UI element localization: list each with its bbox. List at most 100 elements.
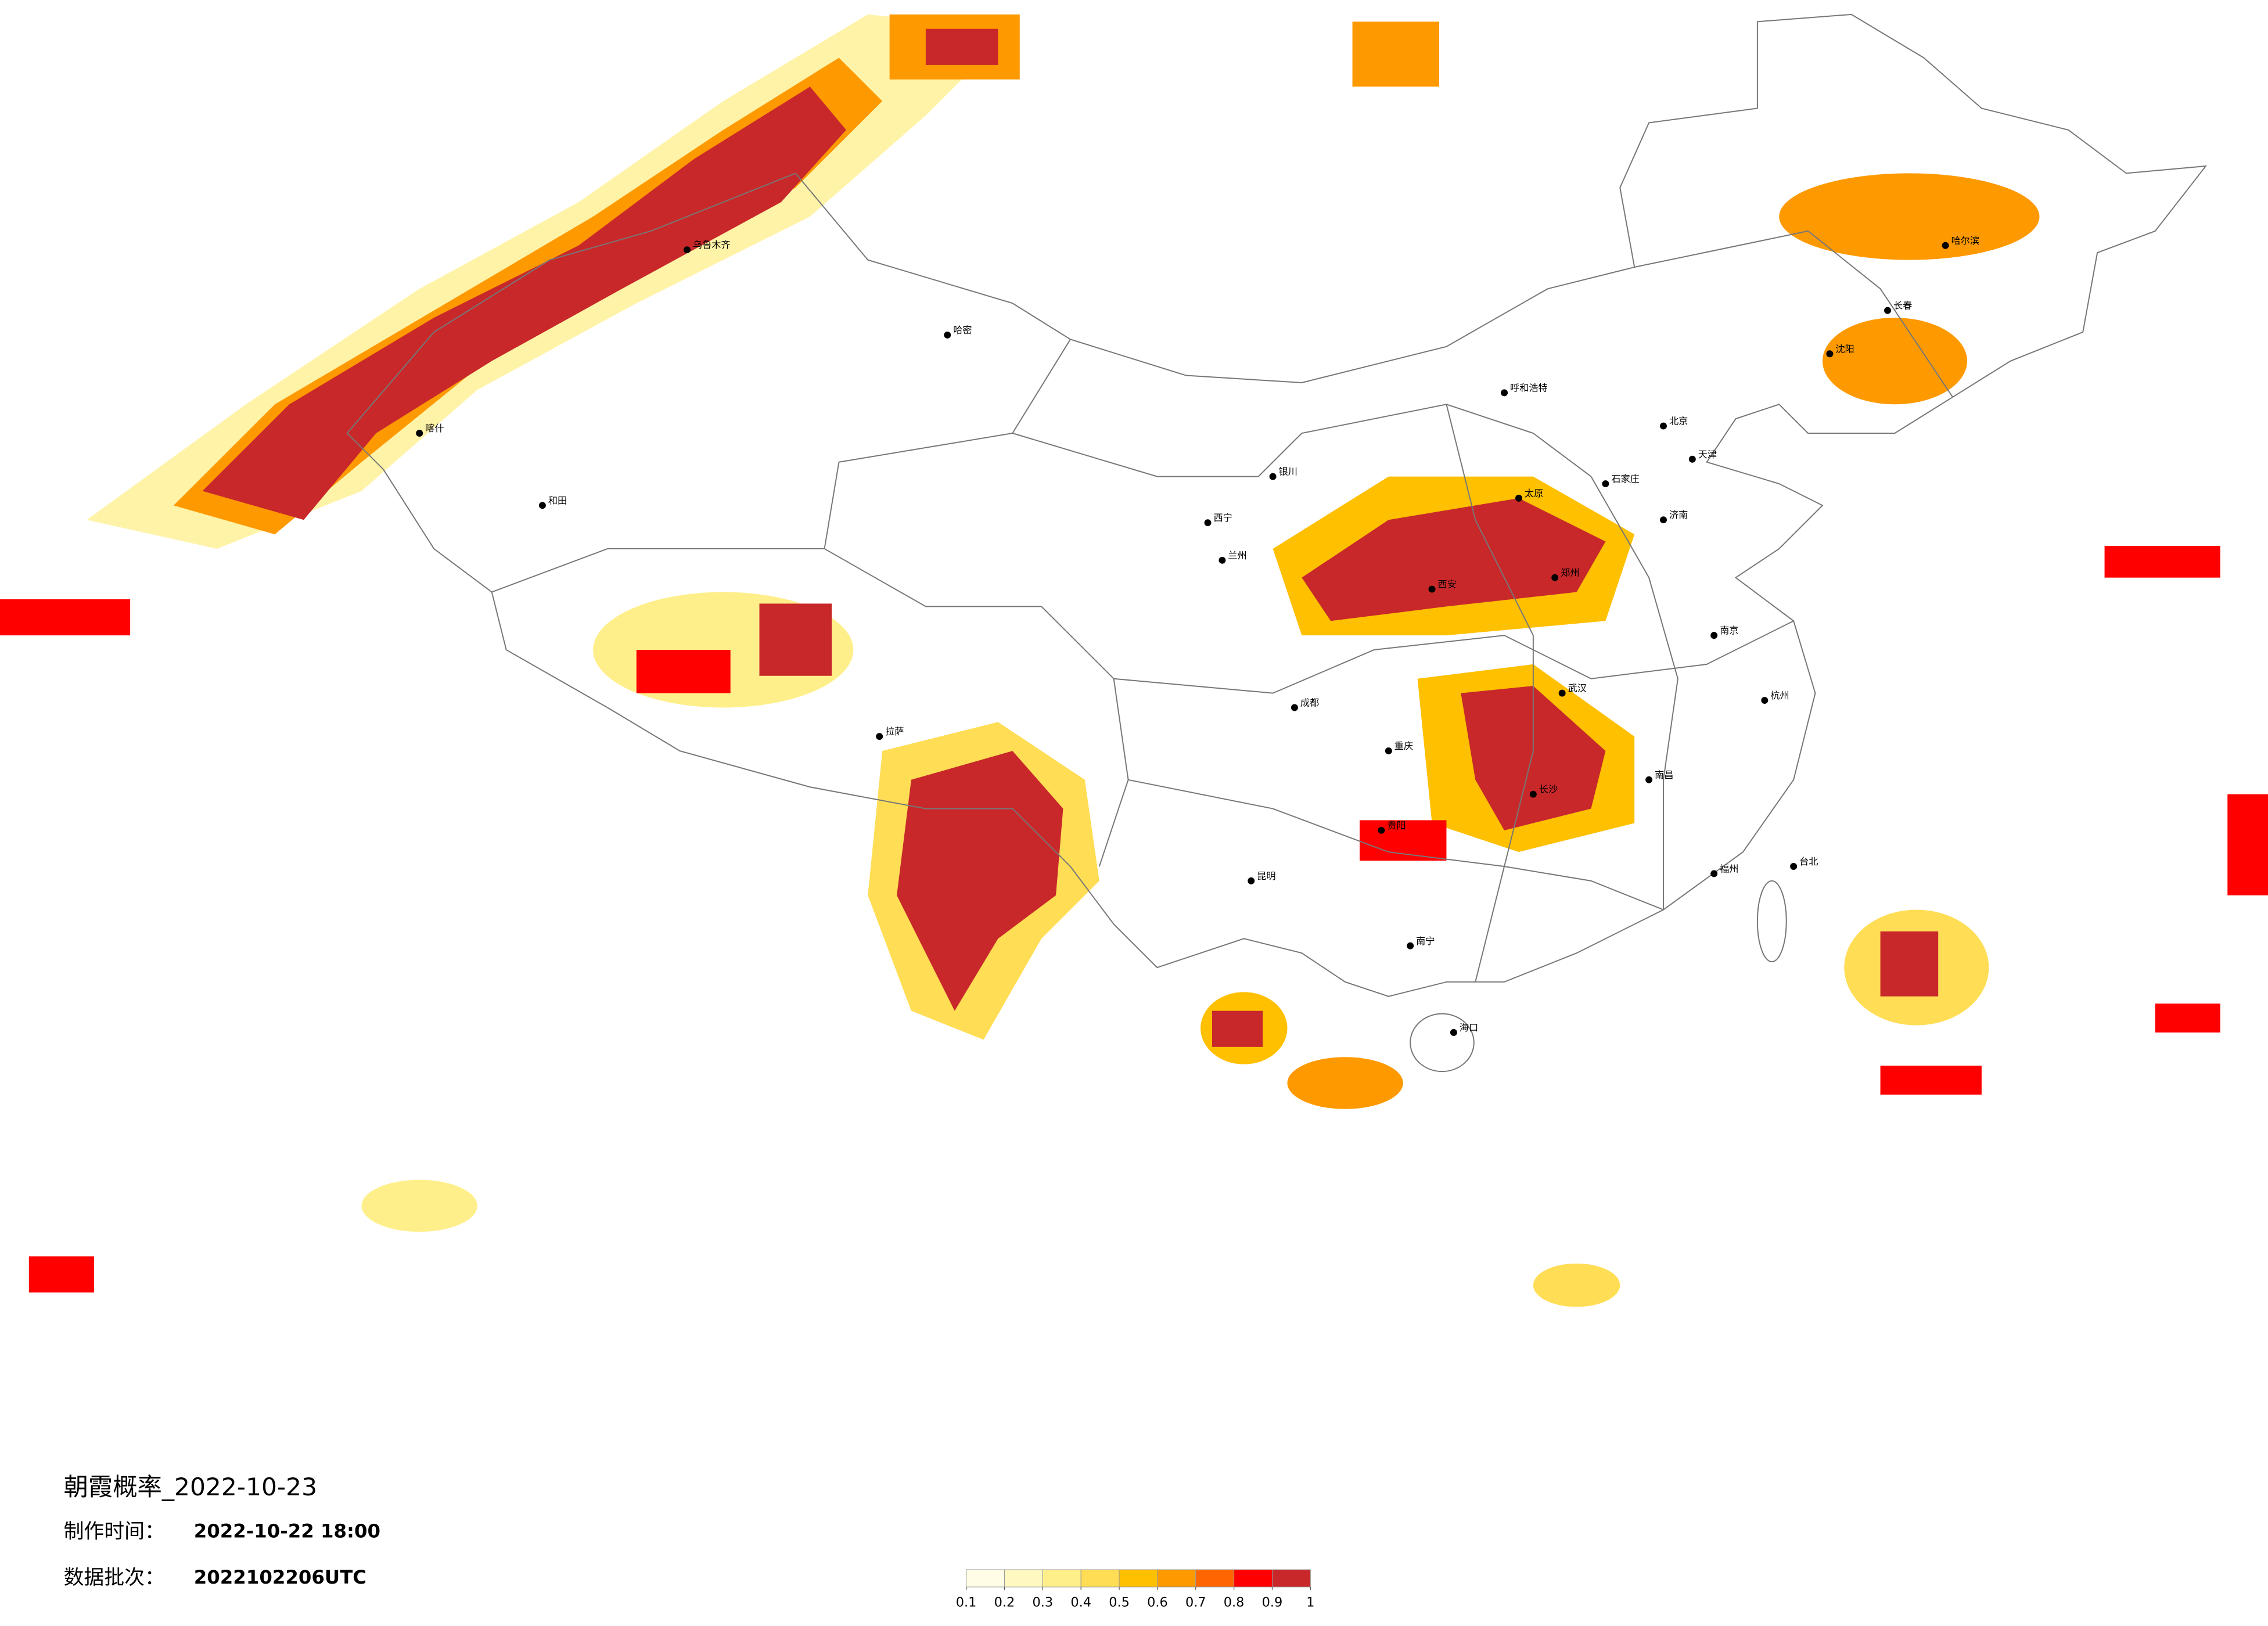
colorbar-bin (1234, 1569, 1273, 1588)
colorbar: 0.1 0.2 0.3 0.4 0.5 0.6 0.7 0.8 0.9 1 (956, 1569, 1314, 1610)
heat-layer (0, 14, 2268, 1307)
city-label: 西宁 (1213, 512, 1232, 523)
batch-label: 数据批次： (64, 1566, 165, 1589)
colorbar-tick-label: 0.7 (1185, 1595, 1206, 1610)
heat-core (1461, 686, 1606, 830)
city-label: 北京 (1669, 416, 1688, 427)
city-dot (1450, 1029, 1457, 1036)
city-dot (1378, 826, 1385, 834)
colorbar-tick-label: 0.4 (1070, 1595, 1091, 1610)
city-label: 哈尔滨 (1951, 235, 1980, 246)
colorbar-tick-label: 0.5 (1109, 1595, 1130, 1610)
city-label: 呼和浩特 (1510, 382, 1548, 393)
city-dot (1558, 689, 1566, 697)
city-dot (1291, 704, 1298, 711)
province-line (1590, 476, 1678, 910)
city-dot (1529, 790, 1537, 798)
city-dot (1219, 556, 1226, 564)
city-label: 南京 (1720, 625, 1738, 636)
city-label: 昆明 (1257, 870, 1275, 882)
city-dot (944, 331, 951, 339)
colorbar-bin (1080, 1569, 1120, 1588)
city-label: 拉萨 (885, 726, 904, 737)
city-dot (1204, 519, 1212, 527)
colorbar-bin (1042, 1569, 1081, 1588)
city-dot (416, 430, 423, 437)
city-label: 太原 (1525, 488, 1543, 499)
city-dot (1660, 422, 1667, 430)
city-label: 兰州 (1228, 550, 1246, 561)
city-label: 西安 (1437, 579, 1456, 590)
city-dot (1942, 242, 1949, 249)
heat-core (202, 87, 846, 520)
city-dot (538, 502, 546, 509)
island-outline (1756, 880, 1787, 963)
heat-core (1302, 498, 1606, 621)
city-dot (683, 246, 691, 254)
province-line (1128, 779, 1664, 911)
map-title: 朝霞概率_2022-10-23 (64, 1473, 317, 1501)
colorbar-tick-label: 0.1 (956, 1595, 977, 1610)
city-dot (1884, 307, 1891, 314)
city-dot (1515, 494, 1522, 502)
heat-halo (1822, 318, 1967, 405)
city-dot (1710, 632, 1718, 639)
heat-halo (1287, 1057, 1403, 1109)
city-dot (876, 733, 883, 740)
city-dot (1407, 942, 1414, 949)
city-dot (1645, 776, 1653, 783)
city-label: 杭州 (1770, 690, 1789, 701)
heat-core (28, 1256, 94, 1293)
city-dot (1660, 516, 1667, 524)
city-label: 海口 (1460, 1022, 1478, 1033)
city-dot (1551, 574, 1559, 581)
city-label: 和田 (548, 495, 567, 506)
city-dot (1826, 350, 1834, 358)
city-label: 长沙 (1539, 784, 1558, 795)
city-label: 福州 (1720, 863, 1738, 874)
heat-core (2104, 545, 2220, 578)
city-label: 天津 (1698, 449, 1717, 460)
colorbar-bin (966, 1569, 1005, 1588)
province-line (1113, 620, 1794, 694)
city-label: 南宁 (1416, 936, 1435, 947)
colorbar-bin (1119, 1569, 1158, 1588)
colorbar-tick-label: 0.8 (1224, 1595, 1245, 1610)
city-dot (1501, 389, 1508, 397)
city-label: 银川 (1279, 466, 1297, 477)
heat-core (0, 599, 131, 636)
heat-core (1352, 21, 1439, 87)
production-label: 制作时间： (64, 1520, 165, 1543)
province-line (824, 548, 1129, 867)
city-label: 重庆 (1394, 740, 1413, 751)
heat-core (1880, 931, 1939, 997)
city-dot (1248, 877, 1255, 884)
city-dot (1428, 585, 1436, 593)
heat-core (636, 650, 731, 693)
city-label: 哈密 (953, 325, 972, 336)
city-label: 贵阳 (1387, 820, 1406, 831)
city-label: 石家庄 (1611, 473, 1640, 484)
heat-core (2227, 794, 2268, 895)
heat-halo (1533, 1263, 1620, 1307)
colorbar-tick-label: 0.9 (1262, 1595, 1283, 1610)
city-dot (1688, 455, 1696, 463)
colorbar-bin (1157, 1569, 1196, 1588)
boundaries (346, 13, 2208, 1073)
city-dot (1602, 480, 1609, 488)
colorbar-tick-label: 0.2 (994, 1595, 1015, 1610)
heat-core (925, 28, 998, 65)
city-dot (1790, 863, 1798, 870)
colorbar-bin (1271, 1569, 1311, 1588)
city-dot (1385, 747, 1392, 755)
city-label: 乌鲁木齐 (693, 239, 731, 250)
province-line (1446, 404, 1534, 983)
country-outline (346, 13, 2208, 997)
colorbar-bin (1004, 1569, 1043, 1588)
heat-core (759, 603, 832, 676)
production-value: 2022-10-22 18:00 (194, 1520, 380, 1542)
city-label: 长春 (1893, 300, 1912, 311)
